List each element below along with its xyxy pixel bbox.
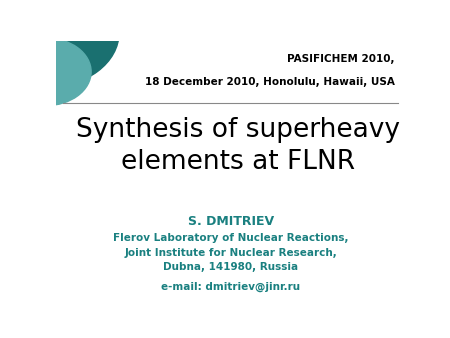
Circle shape <box>0 38 91 105</box>
Text: Synthesis of superheavy
elements at FLNR: Synthesis of superheavy elements at FLNR <box>76 117 400 175</box>
Text: Flerov Laboratory of Nuclear Reactions,
Joint Institute for Nuclear Research,
Du: Flerov Laboratory of Nuclear Reactions, … <box>113 233 348 272</box>
Text: PASIFICHEM 2010,: PASIFICHEM 2010, <box>287 54 395 64</box>
Circle shape <box>0 0 119 88</box>
Text: e-mail: dmitriev@jinr.ru: e-mail: dmitriev@jinr.ru <box>161 281 300 292</box>
Text: S. DMITRIEV: S. DMITRIEV <box>188 215 274 228</box>
Text: 18 December 2010, Honolulu, Hawaii, USA: 18 December 2010, Honolulu, Hawaii, USA <box>144 77 395 87</box>
